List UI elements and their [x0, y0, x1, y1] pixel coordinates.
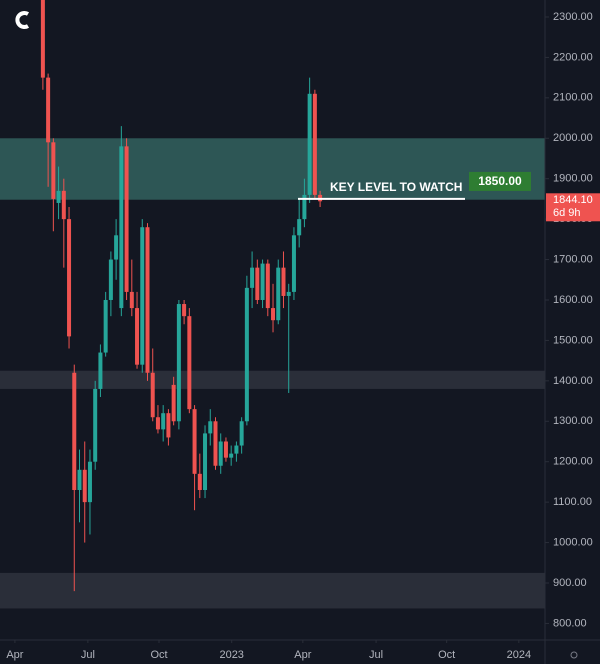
- candle-body: [260, 263, 265, 300]
- candle-body: [312, 93, 317, 195]
- settings-icon[interactable]: [570, 651, 578, 659]
- candle-body: [171, 384, 176, 422]
- candle-body: [56, 190, 61, 203]
- candle-body: [77, 469, 82, 491]
- candle-body: [307, 93, 312, 195]
- x-tick-label: Apr: [294, 649, 311, 661]
- y-tick-label: 1200.00: [553, 456, 593, 468]
- y-tick-label: 900.00: [553, 577, 587, 589]
- candle-body: [250, 267, 255, 288]
- candle-body: [150, 372, 155, 418]
- candle-body: [87, 461, 92, 503]
- candle-body: [265, 263, 270, 309]
- last-price-tag: [546, 193, 600, 222]
- y-tick-label: 1000.00: [553, 536, 593, 548]
- candle-body: [203, 433, 208, 491]
- candle-body: [108, 259, 113, 300]
- candle-body: [182, 304, 187, 317]
- candle-body: [124, 146, 129, 292]
- candle-body: [145, 227, 150, 373]
- candle-body: [239, 421, 244, 446]
- candle-body: [176, 304, 181, 422]
- y-tick-label: 1300.00: [553, 415, 593, 427]
- candle-body: [114, 235, 119, 260]
- candle-body: [140, 227, 145, 365]
- y-tick-label: 1700.00: [553, 253, 593, 265]
- candle-body: [213, 421, 218, 466]
- y-tick-label: 1100.00: [553, 496, 592, 508]
- candle-body: [229, 453, 234, 458]
- candle-body: [286, 291, 291, 296]
- candle-body: [187, 316, 192, 410]
- key-level-text: KEY LEVEL TO WATCH: [330, 180, 462, 194]
- y-tick-label: 1500.00: [553, 334, 593, 346]
- candle-body: [161, 413, 166, 430]
- candle-body: [46, 77, 51, 143]
- candle-body: [234, 445, 239, 454]
- y-tick-label: 1900.00: [553, 173, 593, 185]
- candle-body: [244, 287, 249, 422]
- x-tick-label: 2023: [219, 649, 243, 661]
- y-tick-label: 2000.00: [553, 132, 593, 144]
- y-tick-label: 2100.00: [553, 92, 593, 104]
- candle-body: [40, 0, 45, 78]
- candle-body: [61, 190, 66, 220]
- x-tick-label: Jul: [81, 649, 95, 661]
- x-tick-label: 2024: [507, 649, 531, 661]
- candle-body: [297, 219, 302, 236]
- zone: [0, 572, 545, 609]
- y-tick-label: 1400.00: [553, 375, 593, 387]
- candle-body: [155, 417, 160, 430]
- candle-body: [192, 409, 197, 474]
- candle-body: [302, 194, 307, 220]
- candle-body: [255, 267, 260, 300]
- y-tick-label: 2300.00: [553, 11, 593, 23]
- candle-body: [208, 421, 213, 434]
- x-tick-label: Oct: [438, 649, 455, 661]
- candle-body: [276, 267, 281, 321]
- candle-body: [291, 235, 296, 292]
- candle-body: [197, 473, 202, 491]
- last-price-label: 1844.10: [553, 194, 593, 206]
- candle-body: [271, 308, 276, 321]
- logo: [15, 11, 30, 29]
- key-level-box: [469, 171, 531, 191]
- candle-body: [281, 267, 286, 296]
- candle-body: [166, 413, 171, 438]
- candle-body: [72, 372, 77, 491]
- candle-body: [82, 469, 87, 503]
- x-tick-label: Apr: [6, 649, 23, 661]
- candle-body: [98, 352, 103, 389]
- y-tick-label: 1600.00: [553, 294, 593, 306]
- key-level-label: 1850.00: [478, 174, 522, 188]
- countdown-label: 6d 9h: [553, 207, 581, 219]
- candle-body: [135, 308, 140, 365]
- y-tick-label: 800.00: [553, 617, 587, 629]
- candle-body: [218, 441, 223, 466]
- candle-body: [223, 441, 228, 458]
- candle-body: [103, 299, 108, 353]
- x-tick-label: Jul: [369, 649, 383, 661]
- candle-body: [67, 219, 72, 337]
- y-tick-label: 2200.00: [553, 51, 593, 63]
- zone: [0, 370, 545, 389]
- x-tick-label: Oct: [150, 649, 167, 661]
- zone: [0, 138, 545, 200]
- candle-body: [119, 146, 124, 309]
- candle-body: [93, 388, 98, 462]
- candle-body: [129, 291, 134, 309]
- candle-body: [51, 142, 56, 199]
